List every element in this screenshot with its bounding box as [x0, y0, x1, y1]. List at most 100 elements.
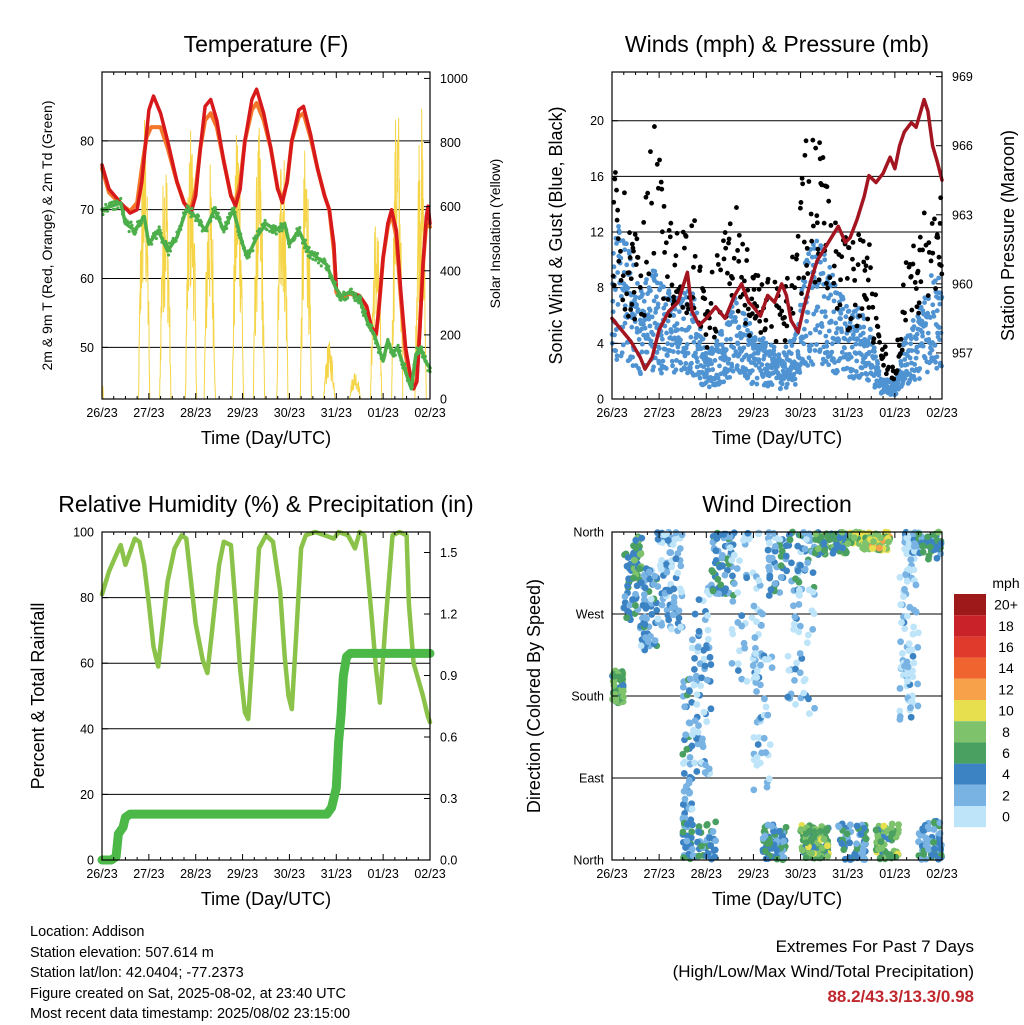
direction-point: [630, 574, 638, 582]
gust-point: [721, 256, 727, 262]
direction-point: [907, 698, 915, 706]
direction-point: [750, 733, 758, 741]
dewpoint-point: [157, 225, 161, 229]
gust-point: [665, 274, 670, 280]
direction-point: [734, 667, 742, 674]
dewpoint-point: [189, 215, 193, 219]
wind-point: [838, 310, 844, 316]
direction-point: [877, 534, 884, 542]
wind-point: [635, 307, 641, 313]
dewpoint-point: [413, 358, 417, 362]
direction-point: [713, 535, 721, 542]
dewpoint-point: [373, 337, 377, 341]
gust-point: [612, 170, 618, 175]
x-tick-label: 28/23: [180, 406, 211, 420]
direction-point: [672, 555, 680, 563]
gust-point: [932, 216, 937, 222]
dewpoint-point: [247, 255, 251, 259]
dewpoint-point: [166, 244, 170, 248]
wind-point: [654, 294, 659, 300]
direction-point: [761, 695, 768, 703]
wind-point: [645, 312, 651, 318]
direction-point: [795, 601, 803, 608]
dewpoint-point: [263, 218, 267, 223]
legend-swatch: [954, 615, 986, 637]
direction-point: [885, 538, 892, 546]
direction-point: [753, 667, 761, 675]
dewpoint-point: [327, 264, 331, 269]
dewpoint-point: [375, 343, 380, 347]
direction-point: [785, 666, 793, 674]
direction-point: [689, 821, 696, 829]
dewpoint-point: [191, 211, 195, 215]
direction-point: [806, 710, 813, 718]
wind-point: [660, 358, 666, 364]
y2-tick-label: 600: [440, 200, 461, 214]
direction-point: [896, 573, 904, 581]
gust-point: [908, 274, 914, 279]
y-tick-label: 20: [590, 114, 604, 128]
wind-point: [814, 238, 820, 244]
gust-point: [870, 339, 876, 345]
wind-point: [695, 359, 700, 365]
direction-point: [804, 559, 812, 566]
gust-point: [898, 336, 904, 342]
wind-point: [640, 322, 646, 327]
wind-point: [920, 333, 925, 339]
direction-point: [709, 828, 717, 835]
wind-point: [659, 336, 665, 342]
direction-point: [906, 603, 914, 611]
wind-point: [760, 336, 766, 341]
wind-point: [922, 355, 928, 361]
dewpoint-point: [310, 250, 314, 254]
direction-point: [857, 830, 865, 838]
direction-point: [904, 677, 911, 685]
direction-point: [795, 586, 803, 594]
direction-point: [753, 688, 760, 695]
direction-point: [878, 844, 886, 852]
direction-point: [753, 618, 760, 626]
direction-point: [757, 681, 764, 689]
gust-point: [804, 263, 810, 268]
wind-point: [833, 320, 839, 326]
direction-point: [680, 787, 688, 795]
gust-point: [651, 250, 657, 256]
direction-point: [896, 713, 904, 720]
direction-point: [695, 852, 703, 860]
wind-point: [911, 324, 917, 330]
wind-point: [835, 369, 840, 374]
direction-point: [909, 673, 917, 681]
wind-point: [648, 288, 653, 294]
gust-point: [661, 296, 666, 302]
direction-point: [788, 559, 795, 567]
gust-point: [635, 255, 641, 260]
direction-point: [629, 596, 636, 603]
direction-point: [695, 828, 703, 836]
direction-point: [679, 801, 687, 808]
dewpoint-point: [287, 245, 292, 249]
wind-point: [789, 343, 795, 348]
wind-point: [934, 308, 940, 314]
dewpoint-point: [342, 290, 346, 294]
direction-point: [904, 612, 911, 620]
direction-point: [909, 652, 917, 660]
wind-point: [828, 318, 834, 324]
direction-point: [798, 846, 806, 854]
wind-point: [639, 349, 645, 355]
wind-point: [920, 343, 926, 349]
dewpoint-point: [364, 317, 368, 321]
direction-point: [632, 536, 640, 544]
wind-point: [908, 336, 914, 342]
wind-point: [903, 340, 909, 346]
wind-point: [710, 367, 716, 372]
gust-point: [925, 293, 931, 299]
chart-title: Wind Direction: [702, 491, 852, 517]
gust-point: [814, 220, 820, 226]
direction-point: [763, 783, 771, 791]
direction-point: [786, 536, 794, 544]
wind-point: [861, 324, 867, 330]
dewpoint-point: [225, 226, 229, 230]
y-axis-label: Percent & Total Rainfall: [28, 603, 48, 790]
wind-point: [912, 362, 918, 367]
dewpoint-point: [235, 224, 239, 228]
